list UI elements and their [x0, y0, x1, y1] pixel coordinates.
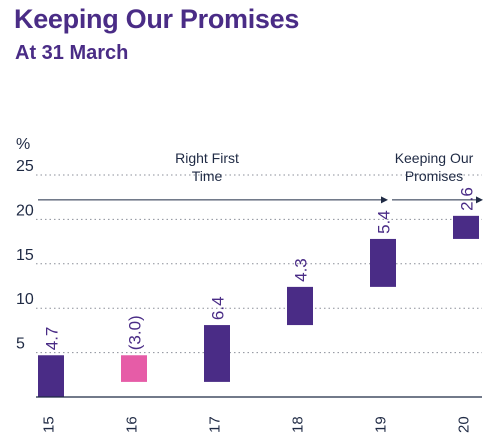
- annotation-right-first-time-line-1: Right First: [175, 150, 239, 166]
- value-label-15: 4.7: [43, 327, 62, 351]
- bars: [38, 215, 479, 397]
- bar-17: [204, 325, 230, 382]
- y-tick-label-5: 5: [16, 336, 25, 353]
- bar-16: [121, 355, 147, 382]
- y-tick-label-25: 25: [16, 158, 34, 175]
- value-label-20: 2.6: [458, 187, 477, 211]
- x-tick-label-17: 17: [207, 416, 224, 433]
- annotation-keeping-our-promises-line-1: Keeping Our: [395, 150, 474, 166]
- x-tick-label-18: 18: [290, 416, 307, 433]
- annotation-right-first-time-line-2: Time: [192, 168, 223, 184]
- x-tick-label-15: 15: [41, 416, 58, 433]
- annotation-keeping-our-promises-line-2: Promises: [405, 168, 463, 184]
- annotations: Right First Time Keeping Our Promises: [38, 150, 483, 204]
- bar-15: [38, 355, 64, 397]
- bar-19: [370, 238, 396, 287]
- y-tick-label-20: 20: [16, 202, 34, 219]
- value-labels: 4.7 (3.0) 6.4 4.3 5.4 2.6: [43, 187, 477, 350]
- x-tick-label-19: 19: [373, 416, 390, 433]
- y-axis-label: %: [16, 136, 30, 153]
- value-label-16: (3.0): [126, 315, 145, 350]
- arrow-head-icon: [476, 196, 483, 204]
- arrow-head-icon: [381, 196, 388, 204]
- x-tick-label-16: 16: [124, 416, 141, 433]
- x-tick-label-20: 20: [456, 416, 473, 433]
- gridlines: [36, 174, 482, 354]
- bar-20: [453, 215, 479, 239]
- value-label-18: 4.3: [292, 258, 311, 282]
- y-axis-ticks: 5 10 15 20 25: [16, 158, 34, 353]
- y-tick-label-15: 15: [16, 247, 34, 264]
- chart-title: Keeping Our Promises: [14, 4, 300, 34]
- x-axis-ticks: 15 16 17 18 19 20: [41, 416, 473, 433]
- value-label-17: 6.4: [209, 296, 228, 320]
- y-tick-label-10: 10: [16, 291, 34, 308]
- value-label-19: 5.4: [375, 210, 394, 234]
- chart-subtitle: At 31 March: [15, 42, 129, 64]
- bar-18: [287, 286, 313, 326]
